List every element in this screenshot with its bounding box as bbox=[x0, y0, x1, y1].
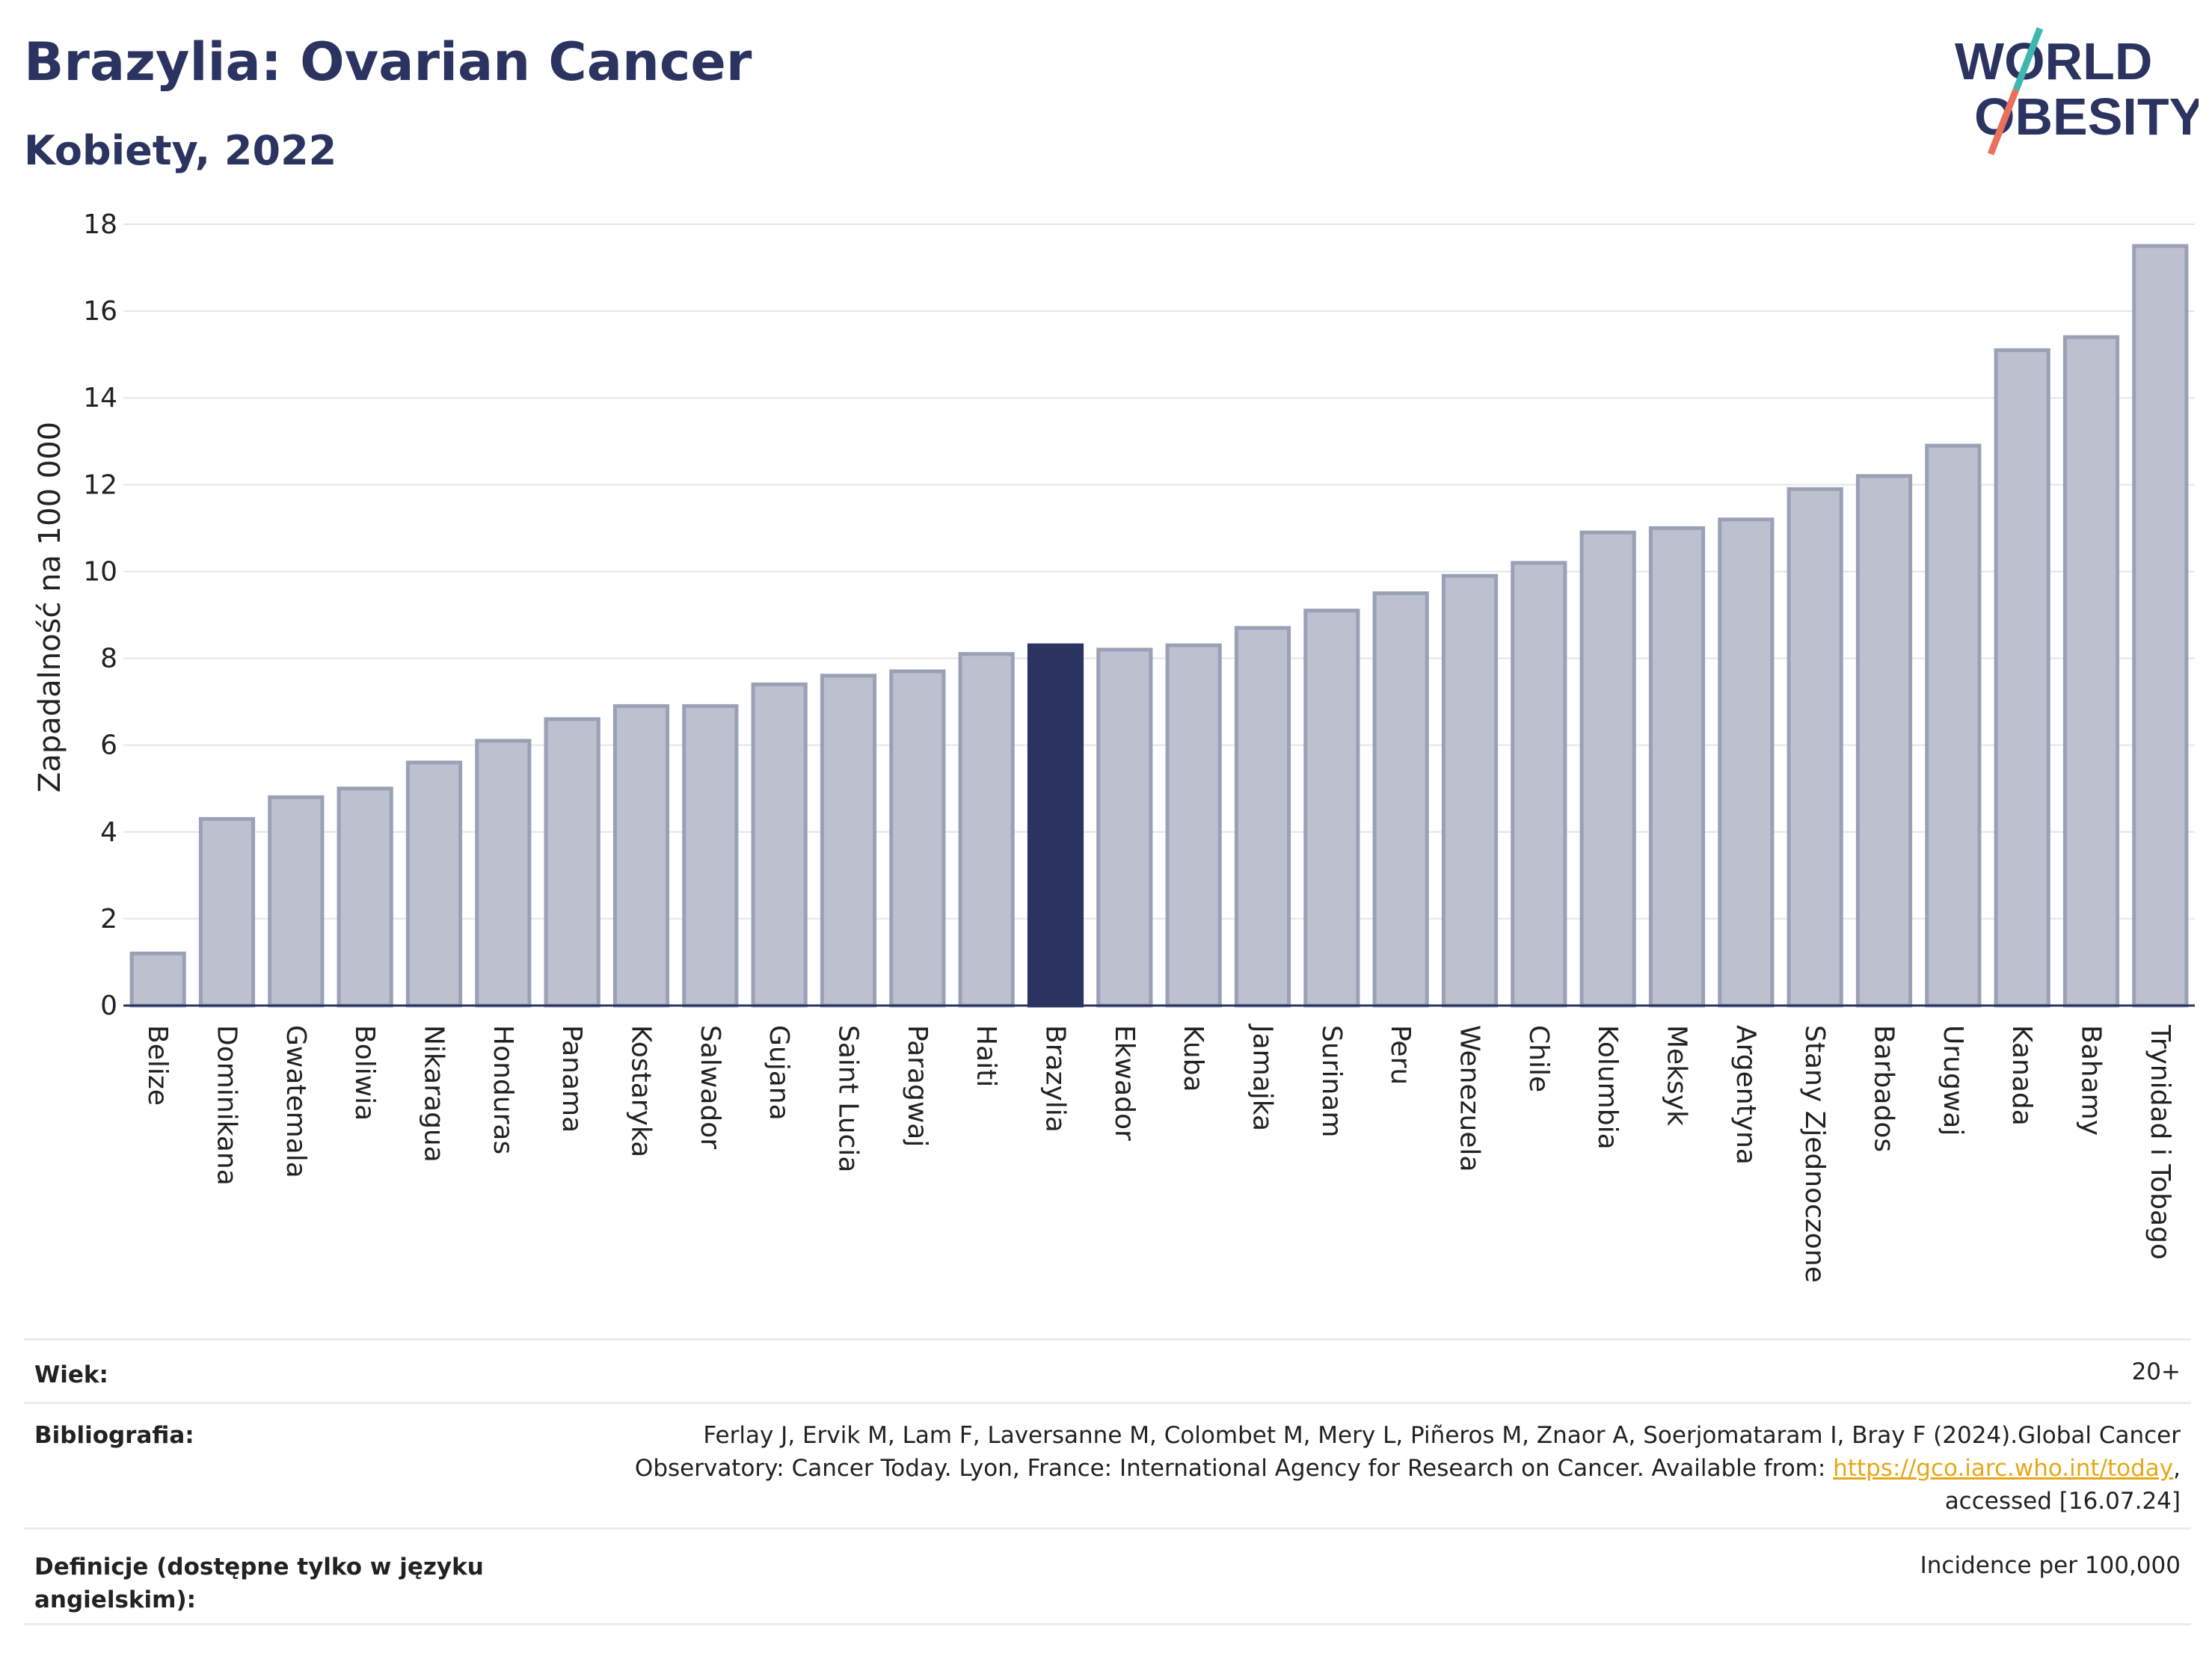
x-tick-label-dominikana: Dominikana bbox=[212, 1025, 242, 1186]
bar-urugwaj bbox=[1925, 443, 1982, 1008]
y-tick-label-8: 8 bbox=[100, 644, 117, 674]
bibliography-line1: Ferlay J, Ervik M, Lam F, Laversanne M, … bbox=[703, 1422, 2181, 1449]
logo-teal-slash bbox=[2012, 27, 2044, 91]
bar-paragwaj bbox=[889, 669, 946, 1008]
bar-wenezuela bbox=[1441, 573, 1499, 1008]
bar-argentyna bbox=[1718, 517, 1775, 1008]
x-tick-label-nikaragua: Nikaragua bbox=[419, 1025, 449, 1163]
bar-peru bbox=[1372, 591, 1429, 1008]
x-tick-label-surinam: Surinam bbox=[1316, 1025, 1347, 1137]
bar-kuba bbox=[1165, 643, 1222, 1008]
bar-ekwador bbox=[1096, 647, 1153, 1008]
logo-coral-slash bbox=[1987, 88, 2020, 156]
y-tick-labels: 0 2 4 6 8 10 12 14 16 18 bbox=[83, 209, 117, 1021]
info-row-bibliography: Bibliografia: Ferlay J, Ervik M, Lam F, … bbox=[24, 1402, 2191, 1527]
y-tick-label-14: 14 bbox=[83, 383, 117, 413]
definitions-label: Definicje (dostępne tylko w języku angie… bbox=[34, 1554, 484, 1613]
x-tick-label-wenezuela: Wenezuela bbox=[1454, 1025, 1485, 1172]
bar-honduras bbox=[475, 739, 532, 1008]
info-bottom-rule bbox=[24, 1623, 2191, 1625]
bibliography-value: Ferlay J, Ervik M, Lam F, Laversanne M, … bbox=[386, 1419, 2181, 1518]
y-tick-label-18: 18 bbox=[83, 209, 117, 240]
x-tick-label-meksyk: Meksyk bbox=[1662, 1025, 1692, 1126]
x-tick-label-panama: Panama bbox=[556, 1025, 587, 1133]
x-tick-label-gwatemala: Gwatemala bbox=[280, 1025, 311, 1178]
y-tick-label-4: 4 bbox=[100, 817, 117, 848]
x-tick-label-peru: Peru bbox=[1385, 1025, 1416, 1085]
bar-chart: 0 2 4 6 8 10 12 14 16 18 Belize Dominikana Gwatemal… bbox=[33, 209, 2195, 1283]
x-tick-label-saint-lucia: Saint Lucia bbox=[833, 1025, 864, 1172]
bar-panama bbox=[544, 717, 600, 1008]
x-tick-label-salwador: Salwador bbox=[695, 1025, 725, 1149]
x-tick-label-argentyna: Argentyna bbox=[1730, 1025, 1761, 1165]
y-tick-label-12: 12 bbox=[83, 470, 117, 500]
bibliography-label: Bibliografia: bbox=[34, 1422, 194, 1449]
x-tick-label-belize: Belize bbox=[142, 1025, 173, 1106]
x-tick-label-paragwaj: Paragwaj bbox=[902, 1025, 933, 1147]
x-tick-label-jamajka: Jamajka bbox=[1247, 1024, 1278, 1131]
bibliography-line2: Observatory: Cancer Today. Lyon, France:… bbox=[386, 1452, 2181, 1485]
chart-title: Brazylia: Ovarian Cancer bbox=[24, 31, 752, 93]
x-tick-label-kostaryka: Kostaryka bbox=[626, 1025, 657, 1157]
bars bbox=[129, 244, 2189, 1008]
bar-dominikana bbox=[198, 816, 256, 1008]
x-tick-label-bahamy: Bahamy bbox=[2076, 1025, 2107, 1136]
bar-stany-zjednoczone bbox=[1787, 487, 1843, 1008]
logo-line1: WORLD bbox=[1955, 32, 2152, 90]
x-tick-label-haiti: Haiti bbox=[971, 1025, 1001, 1087]
bibliography-line3: accessed [16.07.24] bbox=[1944, 1488, 2181, 1515]
bar-chile bbox=[1511, 561, 1567, 1008]
chart-subtitle: Kobiety, 2022 bbox=[24, 127, 337, 174]
bibliography-link[interactable]: https://gco.iarc.who.int/today bbox=[1833, 1455, 2174, 1482]
bar-haiti bbox=[958, 652, 1015, 1008]
y-tick-label-10: 10 bbox=[83, 556, 117, 587]
x-tick-label-kanada: Kanada bbox=[2006, 1025, 2037, 1126]
bar-saint-lucia bbox=[820, 674, 877, 1008]
bar-gujana bbox=[751, 682, 808, 1008]
y-tick-label-2: 2 bbox=[100, 904, 117, 935]
grid-lines bbox=[123, 224, 2195, 920]
bar-bahamy bbox=[2062, 335, 2120, 1008]
bar-nikaragua bbox=[405, 760, 463, 1008]
x-tick-label-urugwaj: Urugwaj bbox=[1938, 1025, 1968, 1136]
x-tick-labels: Belize Dominikana Gwatemala Boliwia Nikaragu… bbox=[142, 1024, 2175, 1283]
bar-trynidad-i-tobago bbox=[2132, 244, 2189, 1008]
x-tick-label-boliwia: Boliwia bbox=[349, 1025, 380, 1121]
bar-salwador bbox=[682, 704, 739, 1008]
age-label: Wiek: bbox=[34, 1361, 108, 1388]
definitions-value: Incidence per 100,000 bbox=[1920, 1552, 2181, 1579]
x-tick-label-kuba: Kuba bbox=[1178, 1025, 1208, 1092]
x-tick-label-kolumbia: Kolumbia bbox=[1592, 1025, 1623, 1150]
x-tick-label-stany-zjednoczone: Stany Zjednoczone bbox=[1799, 1025, 1830, 1283]
x-tick-label-brazylia: Brazylia bbox=[1040, 1025, 1071, 1133]
x-tick-label-barbados: Barbados bbox=[1869, 1025, 1899, 1152]
bar-jamajka bbox=[1234, 626, 1291, 1008]
bar-boliwia bbox=[337, 787, 393, 1008]
y-tick-label-0: 0 bbox=[100, 991, 117, 1021]
bar-brazylia bbox=[1027, 643, 1084, 1008]
world-obesity-logo: WORLD OBESITY bbox=[1955, 27, 2199, 156]
info-row-age: Wiek: 20+ bbox=[24, 1338, 2191, 1402]
x-tick-label-honduras: Honduras bbox=[488, 1025, 518, 1154]
bar-kostaryka bbox=[612, 704, 670, 1008]
age-value: 20+ bbox=[2131, 1358, 2181, 1385]
y-tick-label-16: 16 bbox=[83, 296, 117, 327]
bibliography-line2-text: Observatory: Cancer Today. Lyon, France:… bbox=[634, 1455, 1834, 1482]
bar-barbados bbox=[1855, 474, 1913, 1008]
bar-kolumbia bbox=[1579, 530, 1636, 1008]
y-axis-label: Zapadalność na 100 000 bbox=[33, 422, 67, 792]
bar-surinam bbox=[1303, 609, 1360, 1008]
info-row-definitions: Definicje (dostępne tylko w języku angie… bbox=[24, 1527, 2191, 1623]
info-table: Wiek: 20+ Bibliografia: Ferlay J, Ervik … bbox=[24, 1338, 2191, 1625]
bar-kanada bbox=[1994, 348, 2050, 1008]
bibliography-line2-end: , bbox=[2173, 1455, 2181, 1482]
x-tick-label-ekwador: Ekwador bbox=[1109, 1025, 1140, 1141]
x-tick-label-chile: Chile bbox=[1523, 1025, 1554, 1092]
y-tick-label-6: 6 bbox=[100, 730, 117, 761]
x-tick-label-gujana: Gujana bbox=[764, 1025, 794, 1121]
bar-belize bbox=[129, 951, 186, 1008]
x-tick-label-trynidad-i-tobago: Trynidad i Tobago bbox=[2145, 1024, 2175, 1260]
bar-gwatemala bbox=[268, 795, 325, 1008]
bar-meksyk bbox=[1648, 526, 1706, 1008]
